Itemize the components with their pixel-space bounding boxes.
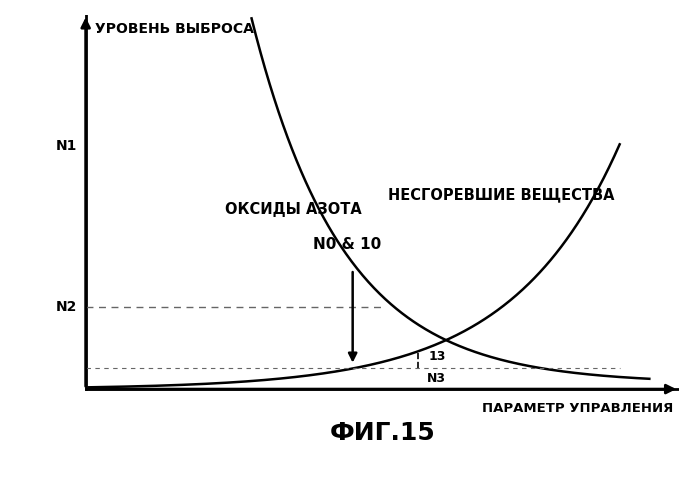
Text: УРОВЕНЬ ВЫБРОСА: УРОВЕНЬ ВЫБРОСА [94,22,253,36]
Text: ОКСИДЫ АЗОТА: ОКСИДЫ АЗОТА [225,202,362,217]
Text: ПАРАМЕТР УПРАВЛЕНИЯ: ПАРАМЕТР УПРАВЛЕНИЯ [482,402,673,415]
Text: N2: N2 [55,300,77,314]
Text: 13: 13 [428,349,446,363]
Text: N1: N1 [55,138,77,152]
Text: N3: N3 [427,372,446,385]
Text: N0 & 10: N0 & 10 [313,237,381,252]
Text: НЕСГОРЕВШИЕ ВЕЩЕСТВА: НЕСГОРЕВШИЕ ВЕЩЕСТВА [388,187,615,202]
Text: ФИГ.15: ФИГ.15 [330,421,435,445]
